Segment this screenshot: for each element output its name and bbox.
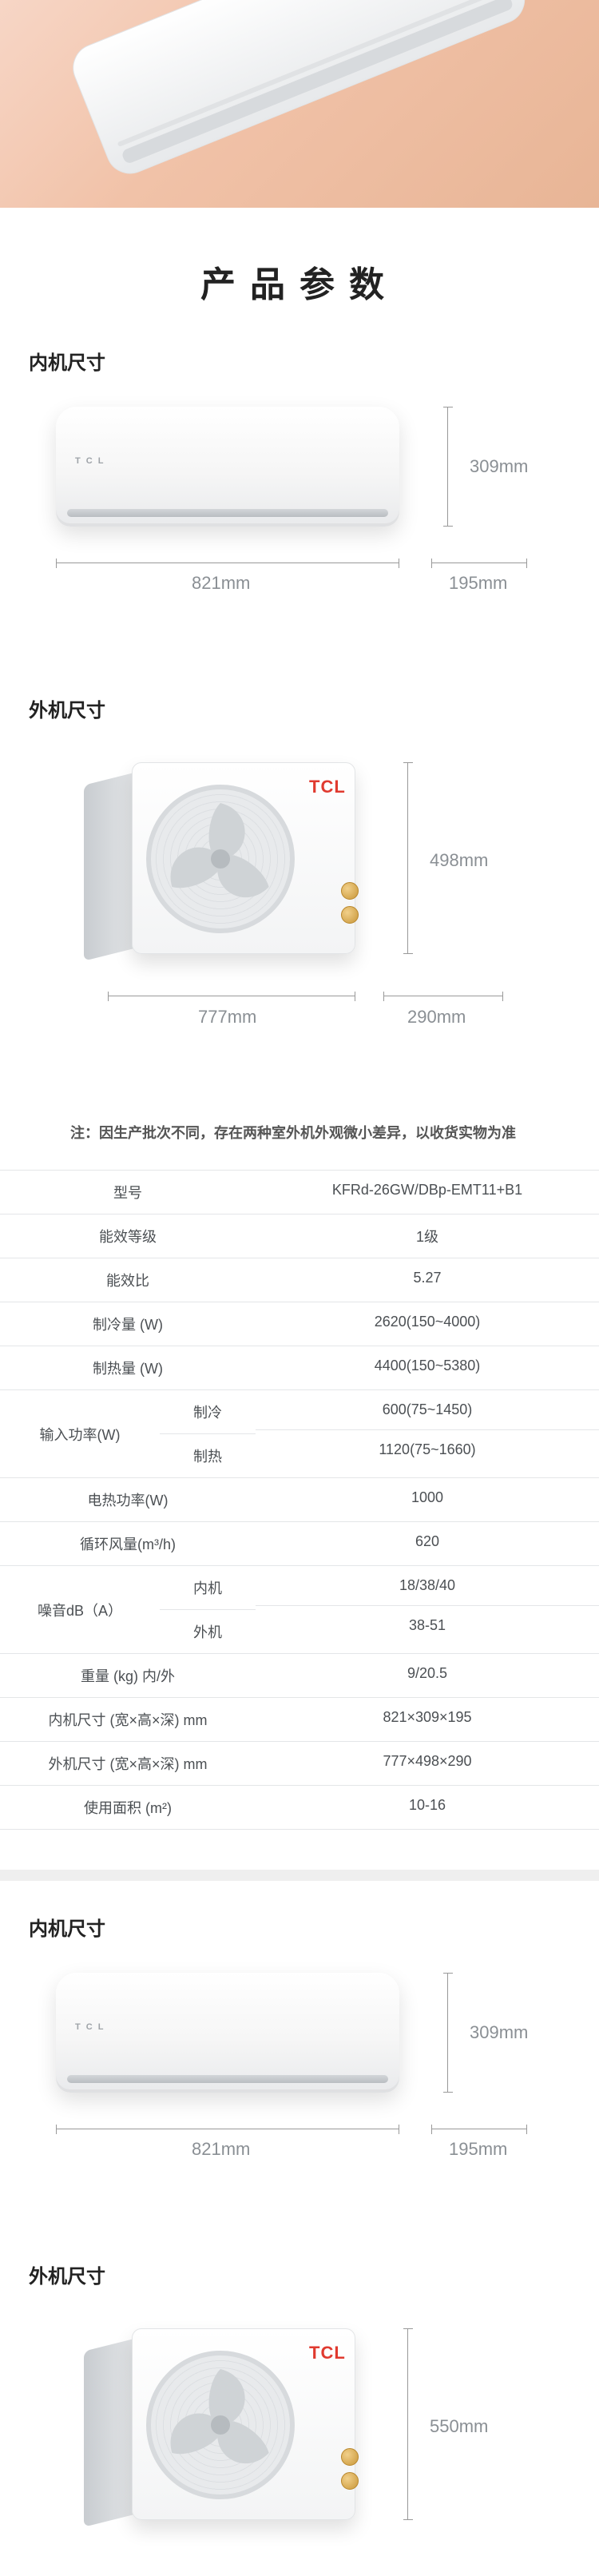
spec-value: 2620(150~4000) <box>256 1302 599 1346</box>
dim-depth: 195mm <box>449 573 507 594</box>
brand-logo: TCL <box>309 2343 346 2363</box>
dim-height: 309mm <box>470 456 528 477</box>
outdoor-label: 外机尺寸 <box>0 694 599 738</box>
spec-value: 821×309×195 <box>256 1698 599 1741</box>
spec-label: 循环风量(m³/h) <box>0 1522 256 1565</box>
spec-value: 5.27 <box>256 1258 599 1302</box>
table-row: 内机尺寸 (宽×高×深) mm821×309×195 <box>0 1697 599 1741</box>
spec-sub-label: 内机 <box>160 1566 256 1609</box>
table-row: 噪音dB（A） 内机 外机 18/38/40 38-51 <box>0 1565 599 1653</box>
spec-value: 10-16 <box>256 1786 599 1829</box>
dim-out-height: 550mm <box>430 2416 488 2437</box>
spec-label: 型号 <box>0 1171 256 1214</box>
dim-out-depth: 290mm <box>407 1007 466 1028</box>
spec-label: 能效比 <box>0 1258 256 1302</box>
spec-table: 型号KFRd-26GW/DBp-EMT11+B1能效等级1级能效比5.27制冷量… <box>0 1170 599 1830</box>
indoor-logo: T C L <box>75 456 105 466</box>
outdoor-diagram-2: TCL 550mm <box>0 2304 599 2536</box>
spec-value: 777×498×290 <box>256 1742 599 1785</box>
spec-value: 1120(75~1660) <box>256 1430 599 1469</box>
dim-depth: 195mm <box>449 2139 507 2160</box>
spec-value: KFRd-26GW/DBp-EMT11+B1 <box>256 1171 599 1214</box>
outdoor-label: 外机尺寸 <box>0 2260 599 2304</box>
spec-value: 9/20.5 <box>256 1654 599 1697</box>
dim-width: 821mm <box>192 2139 250 2160</box>
indoor-logo: T C L <box>75 2022 105 2032</box>
spec-sub-label: 制热 <box>160 1434 256 1477</box>
spec-value: 18/38/40 <box>256 1566 599 1605</box>
page-title: 产品参数 <box>0 208 599 347</box>
spec-label: 制冷量 (W) <box>0 1302 256 1346</box>
brand-logo: TCL <box>309 777 346 797</box>
spec-value: 600(75~1450) <box>256 1390 599 1429</box>
table-row: 重量 (kg) 内/外9/20.5 <box>0 1653 599 1697</box>
dim-out-height: 498mm <box>430 850 488 871</box>
spec-label: 电热功率(W) <box>0 1478 256 1521</box>
table-row: 外机尺寸 (宽×高×深) mm777×498×290 <box>0 1741 599 1785</box>
table-row: 使用面积 (m²)10-16 <box>0 1785 599 1830</box>
indoor-label: 内机尺寸 <box>0 1913 599 1957</box>
spec-label: 制热量 (W) <box>0 1346 256 1389</box>
note-text: 注：因生产批次不同，存在两种室外机外观微小差异，以收货实物为准 <box>0 1114 599 1170</box>
spec-value: 38-51 <box>256 1606 599 1645</box>
table-row: 能效比5.27 <box>0 1258 599 1302</box>
indoor-diagram: T C L 309mm 821mm 195mm <box>0 391 599 630</box>
spec-value: 1000 <box>256 1478 599 1521</box>
spec-label: 能效等级 <box>0 1214 256 1258</box>
dim-out-width: 777mm <box>198 1007 256 1028</box>
table-row: 循环风量(m³/h)620 <box>0 1521 599 1565</box>
table-row: 型号KFRd-26GW/DBp-EMT11+B1 <box>0 1170 599 1214</box>
dim-height: 309mm <box>470 2022 528 2043</box>
dim-width: 821mm <box>192 573 250 594</box>
table-row: 电热功率(W)1000 <box>0 1477 599 1521</box>
indoor-diagram-2: T C L 309mm 821mm 195mm <box>0 1957 599 2196</box>
table-row: 制热量 (W)4400(150~5380) <box>0 1346 599 1389</box>
table-row: 制冷量 (W)2620(150~4000) <box>0 1302 599 1346</box>
spec-value: 4400(150~5380) <box>256 1346 599 1389</box>
spec-label: 外机尺寸 (宽×高×深) mm <box>0 1742 256 1785</box>
table-row: 输入功率(W) 制冷 制热 600(75~1450) 1120(75~1660) <box>0 1389 599 1477</box>
section-divider <box>0 1870 599 1881</box>
spec-sub-label: 制冷 <box>160 1390 256 1433</box>
spec-label: 噪音dB（A） <box>0 1566 160 1653</box>
spec-value: 1级 <box>256 1214 599 1258</box>
outdoor-diagram: TCL 498mm 777mm 290mm <box>0 738 599 1074</box>
spec-label: 输入功率(W) <box>0 1390 160 1477</box>
spec-sub-label: 外机 <box>160 1610 256 1653</box>
table-row: 能效等级1级 <box>0 1214 599 1258</box>
spec-value: 620 <box>256 1522 599 1565</box>
spec-label: 内机尺寸 (宽×高×深) mm <box>0 1698 256 1741</box>
indoor-label: 内机尺寸 <box>0 347 599 391</box>
spec-label: 使用面积 (m²) <box>0 1786 256 1829</box>
spec-label: 重量 (kg) 内/外 <box>0 1654 256 1697</box>
hero-image <box>0 0 599 208</box>
